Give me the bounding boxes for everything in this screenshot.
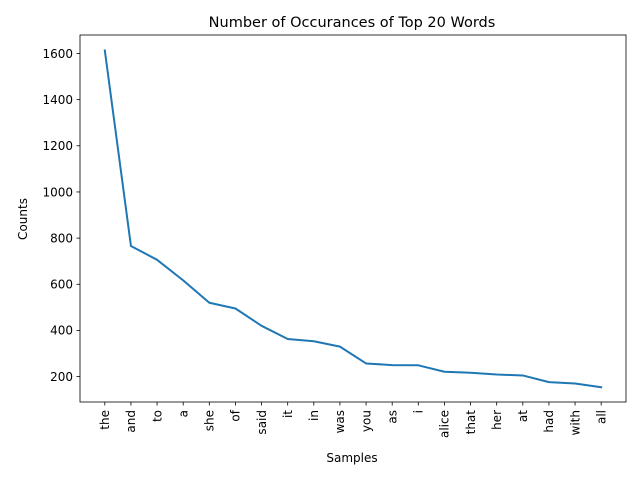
data-point <box>287 338 289 340</box>
y-tick-label: 1400 <box>42 93 73 107</box>
x-tick-label: alice <box>438 410 452 438</box>
chart-title: Number of Occurances of Top 20 Words <box>209 15 496 31</box>
x-tick-label: to <box>150 410 164 422</box>
data-point <box>365 362 367 364</box>
x-tick-label: i <box>412 410 426 413</box>
data-point <box>600 386 602 388</box>
data-point <box>130 245 132 247</box>
x-tick-label: and <box>124 410 138 433</box>
y-axis-label: Counts <box>16 198 30 240</box>
y-tick-label: 1600 <box>42 47 73 61</box>
y-tick-label: 400 <box>50 324 73 338</box>
x-tick-label: was <box>333 410 347 433</box>
x-tick-label: the <box>98 410 112 430</box>
y-tick-label: 800 <box>50 231 73 245</box>
x-tick-label: she <box>203 410 217 431</box>
x-tick-label: in <box>307 410 321 421</box>
data-point <box>182 279 184 281</box>
y-tick-label: 200 <box>50 370 73 384</box>
data-point <box>261 325 263 327</box>
data-point <box>313 340 315 342</box>
x-tick-label: as <box>385 410 399 424</box>
x-tick-label: a <box>176 410 190 417</box>
data-point <box>496 374 498 376</box>
plot-frame <box>79 34 627 403</box>
x-tick-label: it <box>281 410 295 418</box>
y-tick-label: 1000 <box>42 185 73 199</box>
data-point <box>156 259 158 261</box>
data-point <box>234 308 236 310</box>
x-tick-label: all <box>594 410 608 424</box>
x-tick-label: of <box>229 409 243 421</box>
series-line <box>103 49 603 389</box>
x-tick-label: said <box>255 410 269 435</box>
data-point <box>391 364 393 366</box>
x-tick-label: her <box>490 410 504 430</box>
x-tick-label: you <box>359 410 373 432</box>
y-tick-label: 1200 <box>42 139 73 153</box>
data-point <box>104 49 106 51</box>
x-tick-label: at <box>516 410 530 422</box>
x-axis-label: Samples <box>326 451 377 465</box>
y-tick-label: 600 <box>50 278 73 292</box>
data-point <box>574 383 576 385</box>
data-point <box>339 346 341 348</box>
x-tick-label: that <box>464 410 478 435</box>
data-point <box>470 372 472 374</box>
data-point <box>548 381 550 383</box>
data-point <box>208 302 210 304</box>
x-tick-label: had <box>542 410 556 433</box>
data-point <box>522 374 524 376</box>
data-point <box>443 371 445 373</box>
data-point <box>417 364 419 366</box>
x-tick-label: with <box>568 410 582 435</box>
